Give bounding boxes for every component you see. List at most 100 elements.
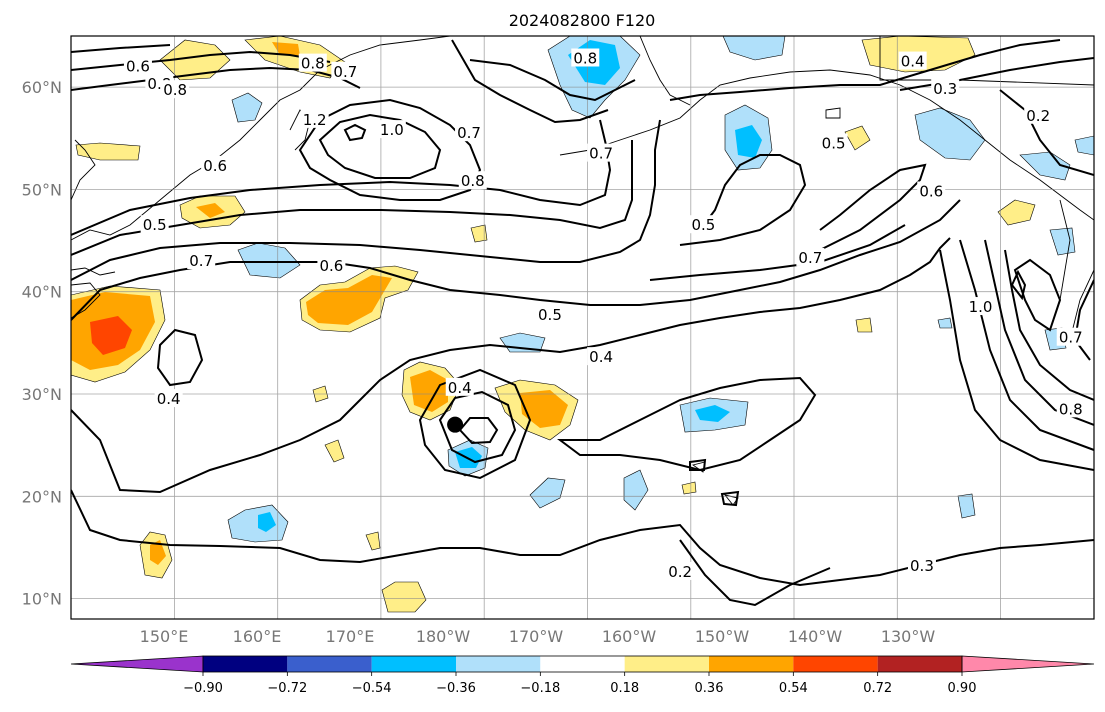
- contour-storm-outer: [418, 368, 532, 480]
- contour-label: 0.5: [143, 216, 167, 234]
- negative-anomaly-region: [258, 512, 276, 532]
- positive-anomaly-region: [150, 540, 166, 565]
- contour-label: 0.4: [589, 348, 613, 366]
- negative-anomaly-region: [722, 36, 786, 61]
- contour-label-halo: [1056, 399, 1085, 418]
- contour-0.2-ne: [999, 89, 1094, 176]
- colorbar-tick-label: −0.36: [436, 681, 476, 696]
- negative-anomaly-region: [231, 92, 263, 123]
- lon-tick-label: 180°W: [416, 627, 471, 646]
- contour-storm-mid: [438, 390, 517, 464]
- contour-0.3: [71, 489, 1094, 587]
- colorbar-frame: [202, 655, 963, 673]
- colorbar-segment: [877, 656, 962, 672]
- contour-label: 0.3: [933, 80, 957, 98]
- colorbar-tick-label: 0.18: [610, 681, 639, 696]
- colorbar-extend-low: [70, 655, 204, 673]
- contour-label: 0.8: [573, 50, 597, 68]
- positive-anomaly-region: [75, 142, 141, 161]
- contour-cut-off-low: [156, 328, 204, 387]
- negative-anomaly-region: [735, 125, 762, 158]
- colorbar-segment: [540, 656, 625, 672]
- contour-label-halo: [571, 48, 600, 67]
- contour-label-halo: [201, 155, 230, 174]
- contour-label-halo: [819, 133, 848, 152]
- contour-label: 0.2: [1026, 107, 1050, 125]
- contour-label: 0.3: [910, 557, 934, 575]
- contour-0.5-ne: [679, 154, 807, 246]
- contour-label: 0.8: [301, 55, 325, 73]
- contour-label-halo: [187, 251, 216, 270]
- contour-label: 0.7: [798, 249, 822, 267]
- negative-anomaly-region: [529, 477, 566, 509]
- positive-anomaly-region: [410, 370, 448, 412]
- lon-tick-label: 170°E: [326, 627, 375, 646]
- colorbar-tick-label: 0.54: [779, 681, 808, 696]
- contour-label: 0.8: [1059, 400, 1083, 418]
- colorbar: −0.90 −0.72 −0.54 −0.36 −0.18 0.18 0.36 0.54 0.7…: [70, 655, 1095, 696]
- contour-1.2: [318, 113, 442, 179]
- lon-tick-label: 130°W: [881, 627, 936, 646]
- contour-east-4: [1004, 249, 1094, 401]
- positive-anomaly-region: [272, 42, 300, 56]
- storm-center-marker: [447, 416, 464, 433]
- contour-1.4: [343, 123, 367, 142]
- contour-0.7: [71, 140, 633, 256]
- contour-label: 0.5: [822, 134, 846, 152]
- contour-label-halo: [300, 109, 329, 128]
- contour-label: 0.7: [589, 145, 613, 163]
- contour-label-halo: [1024, 105, 1053, 124]
- lon-tick-label: 170°W: [509, 627, 564, 646]
- map-panel: 0.6 0.8 0.8 0.6 0.5 0.7 0.6 1.2 1.0 0.8 0.7 0.8 0.7 0…: [71, 36, 1094, 619]
- contour-label-halo: [331, 61, 360, 80]
- contour-label-halo: [898, 51, 927, 70]
- lon-tick-label: 150°W: [695, 627, 750, 646]
- contour-0.8-mid: [451, 39, 609, 124]
- negative-anomaly-region: [937, 317, 953, 329]
- contour-label: 0.7: [333, 63, 357, 81]
- lat-tick-label: 10°N: [22, 590, 62, 609]
- contour-label: 0.6: [203, 157, 227, 175]
- contour-0.7-ne: [649, 224, 906, 281]
- lon-tick-label: 160°W: [602, 627, 657, 646]
- contour-label: 0.4: [901, 53, 925, 71]
- contour-storm-inner: [458, 417, 499, 445]
- lat-tick-label: 30°N: [22, 385, 62, 404]
- contour-east-6: [1010, 269, 1027, 301]
- contour-0.8-north: [71, 66, 361, 91]
- colorbar-segment: [456, 656, 541, 672]
- contour-label: 0.2: [668, 563, 692, 581]
- contour-label: 0.7: [457, 124, 481, 142]
- map-frame: [70, 35, 1095, 620]
- negative-anomaly-region: [695, 405, 730, 422]
- contour-label-halo: [298, 53, 327, 72]
- positive-anomaly-region: [306, 275, 392, 325]
- contour-label: 0.6: [319, 257, 343, 275]
- positive-anomaly-region: [997, 199, 1036, 226]
- positive-anomaly-region: [520, 390, 568, 428]
- colorbar-tick-label: −0.18: [520, 681, 560, 696]
- colorbar-segment: [287, 656, 372, 672]
- colorbar-tick-label: −0.90: [183, 681, 223, 696]
- contour-label: 1.0: [969, 298, 993, 316]
- lat-tick-label: 60°N: [22, 78, 62, 97]
- contour-label: 1.2: [303, 111, 327, 129]
- negative-anomaly-region: [957, 493, 976, 519]
- positive-anomaly-region: [381, 581, 427, 613]
- contour-label-halo: [455, 123, 484, 142]
- lat-tick-label: 50°N: [22, 180, 62, 199]
- contour-label: 0.5: [691, 216, 715, 234]
- positive-anomaly-region: [196, 203, 225, 218]
- colorbar-tick-label: −0.54: [352, 681, 392, 696]
- contour-label: 0.6: [919, 182, 943, 200]
- positive-anomaly-region: [470, 224, 488, 243]
- colorbar-segment: [793, 656, 878, 672]
- contour-0.6-ne: [819, 163, 927, 251]
- contour-east-2: [959, 239, 1094, 451]
- contour-0.2: [679, 539, 831, 607]
- contour-label-halo: [140, 215, 169, 234]
- contour-label: 0.8: [163, 81, 187, 99]
- contour-label: 0.4: [448, 379, 472, 397]
- lat-tick-label: 20°N: [22, 487, 62, 506]
- contour-east-1: [939, 249, 1094, 471]
